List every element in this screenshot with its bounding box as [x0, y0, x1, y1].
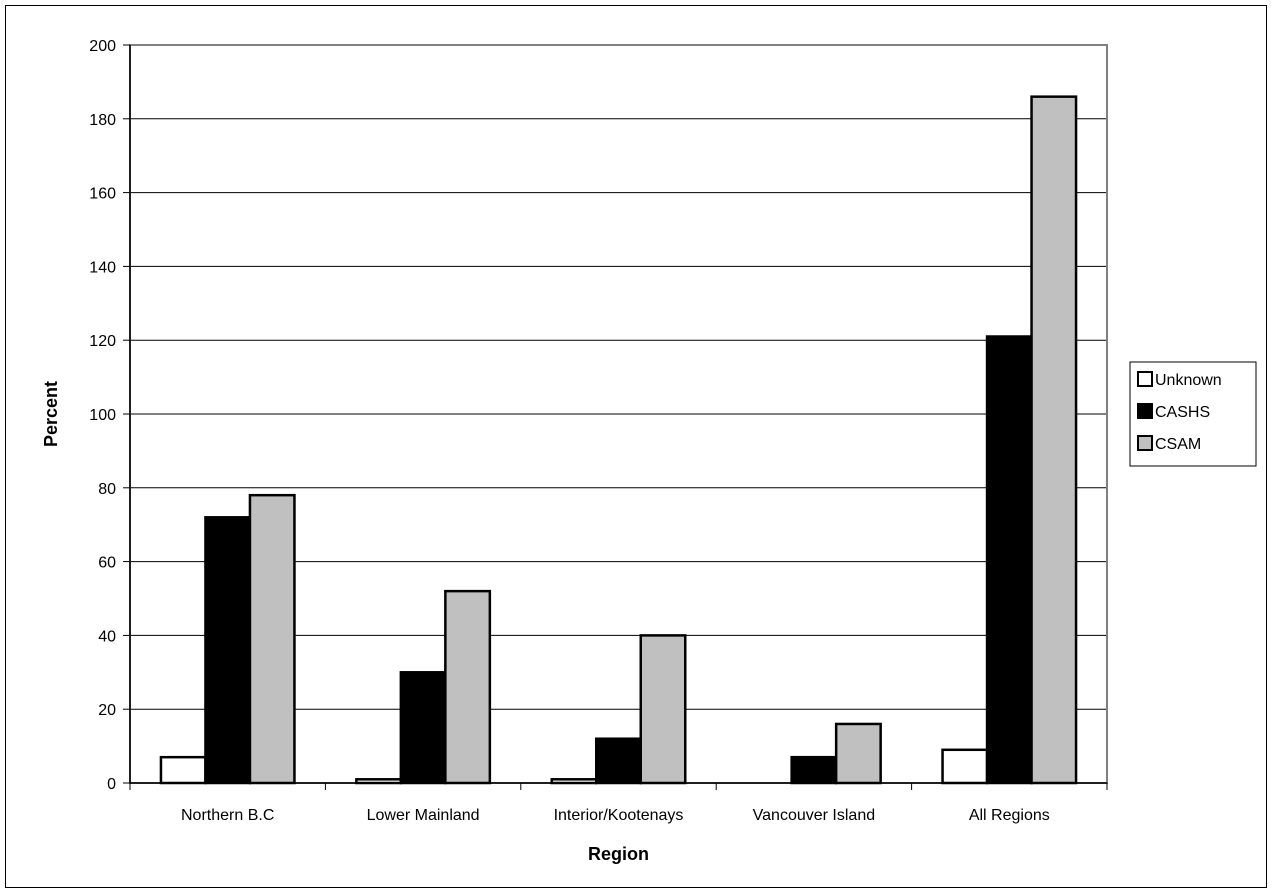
legend-swatch: [1137, 371, 1153, 387]
bar-cashs: [399, 671, 447, 785]
x-tick-label: Interior/Kootenays: [554, 807, 684, 824]
y-tick-label: 140: [89, 259, 116, 276]
axes: 0 20 40 60 80 100 120 140 160 180 200 Northern B.C L…: [89, 38, 1108, 824]
y-tick-label: 200: [89, 38, 116, 55]
bar-cashs: [985, 335, 1033, 785]
y-tick-label: 60: [98, 555, 116, 572]
legend-swatch: [1137, 435, 1153, 451]
y-axis-title: Percent: [41, 381, 61, 447]
y-tick-label: 120: [89, 333, 116, 350]
bar-csam: [444, 589, 492, 785]
legend-label: CASHS: [1155, 404, 1210, 421]
y-tick-label: 40: [98, 628, 116, 645]
x-tick-label: All Regions: [969, 807, 1050, 824]
bar-csam: [248, 493, 296, 785]
legend-label: Unknown: [1155, 372, 1222, 389]
y-tick-label: 160: [89, 186, 116, 203]
y-tick-label: 80: [98, 481, 116, 498]
legend: Unknown CASHS CSAM: [1129, 361, 1257, 467]
bar-csam: [639, 634, 687, 785]
y-tick-label: 0: [107, 776, 116, 793]
bars: [159, 95, 1078, 785]
bar-csam: [834, 722, 882, 785]
bar-cashs: [595, 737, 642, 785]
x-tick-label: Lower Mainland: [367, 807, 480, 824]
bar-cashs: [204, 516, 252, 785]
legend-swatch: [1137, 403, 1153, 419]
x-axis-title: Region: [588, 844, 649, 864]
bar-csam: [1030, 95, 1078, 785]
bar-unknown: [159, 755, 207, 785]
y-tick-label: 100: [89, 407, 116, 424]
legend-label: CSAM: [1155, 436, 1201, 453]
y-tick-label: 20: [98, 702, 116, 719]
bar-cashs: [790, 755, 838, 785]
x-tick-label: Vancouver Island: [753, 807, 875, 824]
bar-unknown: [941, 748, 989, 785]
y-tick-label: 180: [89, 112, 116, 129]
x-tick-label: Northern B.C: [181, 807, 274, 824]
